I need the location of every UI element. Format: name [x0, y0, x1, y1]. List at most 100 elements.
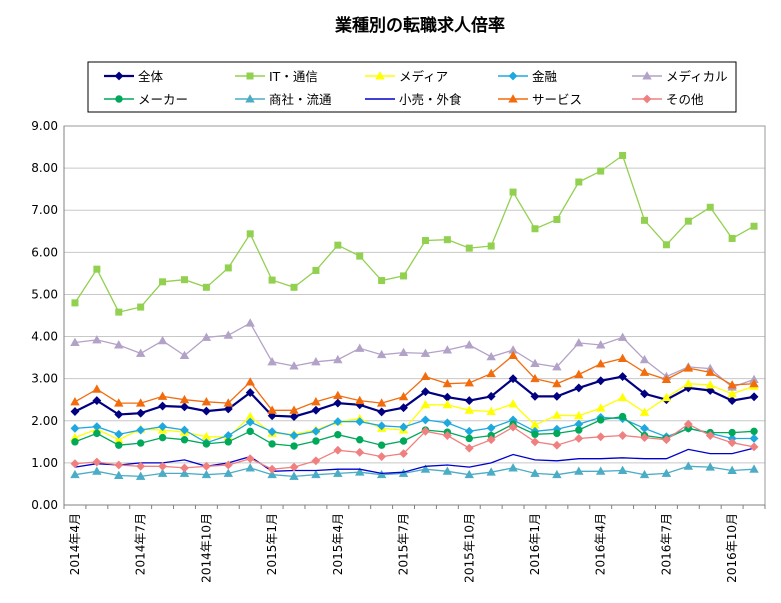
data-point — [442, 431, 452, 440]
plot-border — [63, 125, 766, 506]
data-point — [596, 432, 606, 442]
data-point — [486, 368, 496, 378]
data-point — [750, 427, 758, 436]
data-point — [158, 461, 168, 471]
y-tick-label: 8.00 — [31, 161, 58, 175]
x-tick-label: 2015年4月 — [331, 513, 345, 575]
data-point — [136, 425, 146, 435]
data-point — [157, 335, 168, 345]
series-line — [74, 354, 755, 411]
data-point — [442, 399, 453, 409]
legend-item: その他 — [632, 92, 704, 107]
data-point — [135, 348, 146, 357]
series-7 — [70, 461, 759, 480]
data-point — [508, 422, 518, 432]
data-point — [136, 461, 146, 471]
legend-item: 商社・流通 — [235, 92, 332, 107]
y-tick-label: 9.00 — [31, 119, 58, 133]
x-tick-label: 2016年1月 — [528, 513, 542, 575]
chart-title: 業種別の転職求人倍率 — [335, 15, 505, 36]
data-point — [617, 353, 628, 362]
data-point — [202, 283, 210, 291]
series-line — [74, 322, 755, 388]
data-point — [705, 367, 715, 376]
data-point — [245, 417, 255, 427]
data-point — [727, 465, 737, 474]
data-point — [619, 151, 627, 159]
data-point — [245, 463, 255, 472]
legend-item: 全体 — [104, 69, 164, 84]
data-point — [399, 403, 408, 413]
data-point — [595, 466, 606, 475]
data-point — [640, 389, 649, 399]
data-point — [333, 398, 343, 408]
x-tick-label: 2015年10月 — [462, 513, 476, 583]
data-point — [727, 389, 737, 398]
data-point — [92, 335, 102, 344]
data-point — [574, 434, 584, 443]
data-point — [618, 372, 628, 381]
data-point — [486, 391, 496, 401]
data-point — [705, 431, 715, 440]
data-point — [574, 410, 584, 420]
data-point — [180, 276, 188, 284]
data-point — [684, 217, 692, 225]
data-point — [749, 392, 759, 402]
data-point — [464, 405, 474, 414]
data-point — [135, 398, 146, 407]
data-point — [705, 380, 715, 389]
data-point — [442, 378, 453, 388]
data-point — [465, 434, 473, 443]
data-point — [267, 405, 277, 414]
data-point — [595, 359, 606, 368]
legend-swatch-marker — [508, 71, 518, 81]
y-tick-label: 1.00 — [31, 456, 58, 470]
data-point — [552, 440, 562, 450]
data-point — [289, 462, 299, 472]
data-point — [376, 469, 387, 479]
data-point — [530, 358, 540, 368]
y-tick-label: 6.00 — [31, 245, 58, 259]
data-point — [421, 387, 430, 397]
data-point — [750, 222, 758, 230]
x-tick-label: 2014年7月 — [134, 513, 148, 575]
legend-item: メディカル — [632, 69, 728, 84]
data-point — [617, 465, 628, 474]
legend-item: 小売・外食 — [365, 92, 462, 107]
data-point — [749, 378, 759, 388]
legend-swatch-marker — [245, 94, 255, 103]
data-point — [553, 215, 561, 223]
data-point — [70, 397, 80, 406]
series-line — [74, 416, 754, 444]
y-tick-label: 5.00 — [31, 287, 58, 301]
data-point — [486, 406, 496, 416]
data-point — [596, 376, 606, 386]
data-point — [246, 427, 254, 436]
data-point — [486, 423, 496, 433]
series-line — [74, 465, 755, 478]
series-9 — [70, 350, 759, 414]
legend-swatch-marker — [642, 94, 652, 104]
data-point — [464, 469, 474, 479]
data-point — [115, 308, 123, 316]
data-point — [333, 468, 343, 477]
legend-swatch-marker — [246, 72, 254, 80]
data-point — [530, 437, 540, 447]
data-point — [400, 272, 408, 280]
data-point — [333, 390, 343, 400]
series-line — [74, 447, 755, 475]
data-point — [705, 462, 715, 471]
legend-label: メーカー — [138, 92, 188, 107]
series-2 — [71, 151, 758, 316]
data-point — [355, 343, 365, 352]
x-tick-label: 2015年7月 — [397, 513, 411, 575]
legend-label: 小売・外食 — [399, 92, 462, 107]
data-point — [377, 441, 386, 449]
data-point — [639, 407, 650, 416]
legend-swatch-marker — [642, 71, 652, 80]
data-point — [355, 395, 365, 405]
data-point — [201, 461, 211, 471]
data-point — [552, 469, 562, 479]
